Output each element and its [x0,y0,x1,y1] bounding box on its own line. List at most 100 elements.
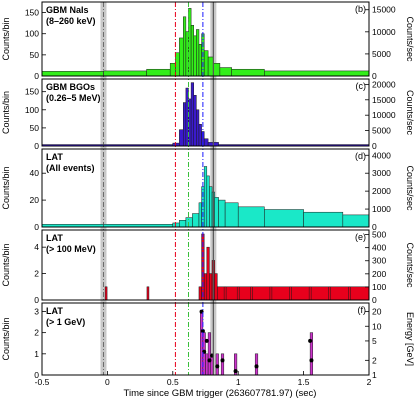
panel-c-bar-2 [179,129,184,147]
panel-d-bar-17 [342,214,370,228]
panel-f-sublabel: (> 1 GeV) [46,317,85,327]
panel-d-bar-2 [179,220,187,228]
panel-e-spike-5 [269,286,273,301]
panel-b-bar-19 [264,70,370,77]
panel-e-frame [41,229,370,301]
panel-d-bar-3 [185,217,193,228]
panel-f-right-tick-label-3: 10 [372,321,382,331]
panel-e-bar-1 [198,286,202,301]
panel-d-left-tick-label-2: 40 [30,168,40,178]
panel-f-bar-7 [215,353,219,376]
panel-b-bar-14 [203,50,209,77]
panel-c-bar-7 [193,95,197,147]
panel-f-energy-point-9 [254,364,259,369]
panel-b-right-tick-label-1: 5000 [372,49,391,59]
panel-f-tag: (f) [358,305,367,315]
panel-c-right-tick-label-1: 5000 [372,126,391,136]
panel-d-label: LAT [46,152,63,162]
panel-f-left-axis-title: Counts/bin [1,317,11,360]
panel-b-bar-10 [193,35,197,77]
panel-c-bar-11 [203,138,209,147]
panel-d-right-tick-label-4: 4000 [372,150,391,160]
panel-d-left-axis-title: Counts/bin [1,166,11,209]
panel-c-bar-6 [190,82,194,147]
panel-c-left-tick-label-2: 100 [25,105,39,115]
panel-e-right-tick-label-5: 500 [372,230,386,240]
panel-e-spike-6 [289,286,292,301]
x-axis-label: Time since GBM trigger (263607781.97) (s… [124,388,317,399]
panel-b-bar-3 [169,63,176,77]
panel-d-bar-8 [206,175,210,228]
panel-c-tag: (c) [356,81,367,91]
panel-d-bar-14 [237,206,265,228]
panel-f-energy-point-11 [309,358,314,363]
panel-b-sublabel: (8–260 keV) [46,16,96,26]
panel-f-left-tick-label-3: 3 [34,306,39,316]
panel-e-spike-1 [146,286,150,301]
panel-e-bar-4 [206,246,210,301]
panel-f-right-axis-title: Energy [GeV] [405,312,415,366]
panel-e-spike-4 [250,286,253,301]
panel-f-energy-point-3 [204,338,209,343]
panel-b-right-tick-label-3: 15000 [372,5,396,15]
x-tick-label-5: 2 [367,377,372,387]
panel-c-right-tick-label-4: 20000 [372,79,396,89]
panel-d-right-tick-label-0: 0 [372,222,377,232]
panel-d-right-tick-label-3: 3000 [372,168,391,178]
panel-b-bar-9 [190,25,194,77]
panel-c-left-axis-title: Counts/bin [1,91,11,134]
panel-b-bar-2 [146,68,171,77]
panel-f-energy-point-8 [233,369,238,374]
panel-c-right-axis-title: Counts/sec [405,90,415,136]
panel-c-right-tick-label-0: 0 [372,141,377,151]
panel-d-bar-15 [264,209,304,228]
panel-f-frame [41,302,370,376]
panel-b-bar-1 [103,70,147,77]
panel-d-left-tick-label-1: 20 [30,195,40,205]
panel-e-spike-9 [348,286,351,301]
panel-b-bar-4 [175,52,180,77]
x-tick-label-0: -0.5 [35,377,50,387]
panel-f-energy-point-4 [207,358,212,363]
panel-b-label: GBM NaIs [46,5,89,15]
panel-d-bar-13 [224,202,239,228]
panel-e-right-axis-title: Counts/sec [405,242,415,288]
panel-d-bar-5 [198,202,202,228]
panel-b-right-tick-label-0: 0 [372,71,377,81]
panel-d-bar-11 [214,197,219,228]
panel-f-energy-point-10 [308,338,313,343]
panel-d-right-tick-label-1: 1000 [372,204,391,214]
panel-e-right-tick-label-0: 0 [372,295,377,305]
panel-f-right-tick-label-1: 2 [372,355,377,365]
panel-b-bar-0 [41,71,104,77]
panel-b-left-tick-label-2: 100 [25,29,39,39]
panel-e-right-tick-label-2: 200 [372,269,386,279]
panel-b-bar-18 [231,68,265,77]
gray-band-0 [100,2,107,375]
panel-frames [41,1,370,376]
panel-d-tag: (d) [355,151,366,161]
x-axis: Time since GBM trigger (263607781.97) (s… [35,371,372,399]
panel-e-bar-3 [203,273,208,301]
panel-f-right-tick-label-2: 5 [372,336,377,346]
panel-b-bar-6 [183,16,187,77]
panel-c-sublabel: (0.26–5 MeV) [46,93,101,103]
panel-f-bar-3 [205,353,209,376]
panel-b-bar-12 [198,44,202,77]
panel-b-right-axis-title: Counts/sec [405,16,415,62]
panel-b-bar-5 [179,37,184,77]
panel-b-bar-15 [207,56,214,77]
panel-b: 0 50 100 150 0 5000 10000 15000 Counts/bin Counts… [1,4,415,81]
panel-e-left-axis-title: Counts/bin [1,243,11,286]
panel-f-left-tick-label-1: 1 [34,349,39,359]
x-tick-label-2: 0.5 [167,377,179,387]
panel-e-bar-5 [209,273,213,301]
panel-f-energy-point-1 [200,328,205,333]
panel-e-bar-8 [217,286,370,301]
panel-f-bar-4 [207,332,211,376]
panel-b-left-tick-label-3: 150 [25,8,39,18]
panel-e-right-tick-label-3: 300 [372,256,386,266]
panel-e-spike-7 [308,286,312,301]
